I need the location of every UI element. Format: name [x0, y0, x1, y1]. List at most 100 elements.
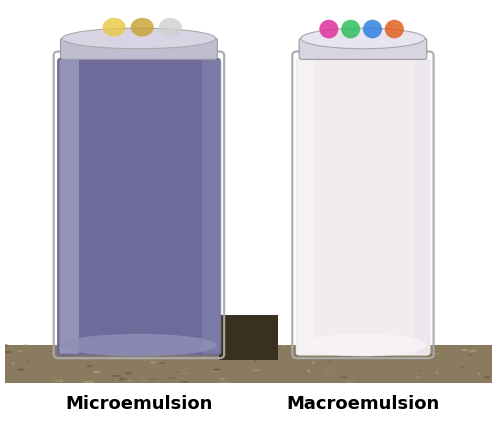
Bar [5, 345, 492, 382]
Ellipse shape [17, 350, 23, 352]
Ellipse shape [126, 380, 134, 382]
FancyBboxPatch shape [57, 58, 221, 356]
Ellipse shape [121, 345, 126, 348]
Ellipse shape [150, 361, 155, 364]
Ellipse shape [282, 345, 285, 346]
Ellipse shape [62, 28, 216, 49]
Ellipse shape [319, 20, 338, 38]
Ellipse shape [301, 28, 425, 49]
Ellipse shape [212, 371, 219, 372]
Ellipse shape [312, 361, 315, 364]
Ellipse shape [345, 380, 354, 383]
Ellipse shape [93, 371, 101, 374]
Ellipse shape [120, 377, 124, 380]
Ellipse shape [219, 378, 225, 380]
Ellipse shape [300, 351, 304, 352]
Ellipse shape [102, 18, 126, 37]
Ellipse shape [460, 366, 466, 369]
Ellipse shape [61, 334, 217, 356]
Ellipse shape [385, 20, 404, 38]
Ellipse shape [384, 357, 391, 358]
Ellipse shape [26, 361, 30, 362]
Ellipse shape [204, 356, 207, 357]
Ellipse shape [213, 368, 220, 371]
Ellipse shape [5, 359, 9, 360]
Ellipse shape [239, 356, 244, 357]
Ellipse shape [484, 376, 491, 379]
Ellipse shape [295, 347, 298, 348]
Ellipse shape [478, 373, 481, 375]
Ellipse shape [414, 377, 422, 378]
Text: Microemulsion: Microemulsion [65, 395, 213, 413]
Ellipse shape [114, 379, 119, 380]
Ellipse shape [417, 370, 421, 371]
Ellipse shape [390, 348, 395, 350]
Ellipse shape [166, 377, 175, 380]
Ellipse shape [60, 380, 63, 382]
Ellipse shape [131, 18, 154, 37]
Ellipse shape [216, 357, 221, 358]
Ellipse shape [11, 362, 15, 365]
Ellipse shape [395, 351, 404, 354]
Ellipse shape [125, 372, 132, 374]
Ellipse shape [176, 348, 181, 350]
Text: Macroemulsion: Macroemulsion [286, 395, 439, 413]
Ellipse shape [143, 360, 146, 361]
Ellipse shape [363, 20, 382, 38]
Ellipse shape [307, 369, 310, 371]
Ellipse shape [159, 363, 166, 364]
Ellipse shape [402, 349, 405, 351]
Ellipse shape [23, 345, 29, 346]
Ellipse shape [180, 381, 190, 383]
Ellipse shape [414, 347, 417, 348]
Ellipse shape [467, 354, 473, 356]
Ellipse shape [83, 381, 88, 383]
FancyBboxPatch shape [414, 60, 431, 354]
Ellipse shape [327, 381, 330, 383]
Ellipse shape [325, 370, 331, 372]
FancyBboxPatch shape [61, 38, 217, 60]
Ellipse shape [54, 381, 61, 382]
FancyBboxPatch shape [296, 58, 430, 356]
Ellipse shape [435, 371, 438, 374]
Ellipse shape [2, 344, 9, 346]
Ellipse shape [183, 346, 191, 348]
Ellipse shape [222, 345, 225, 346]
Ellipse shape [98, 355, 102, 356]
Bar [219, 315, 278, 360]
Ellipse shape [365, 373, 369, 374]
Ellipse shape [159, 18, 182, 37]
Ellipse shape [181, 373, 189, 374]
Ellipse shape [308, 371, 311, 372]
Ellipse shape [140, 380, 147, 382]
Ellipse shape [469, 350, 477, 352]
Ellipse shape [86, 365, 92, 367]
Ellipse shape [59, 355, 67, 357]
Ellipse shape [433, 353, 441, 354]
Ellipse shape [152, 361, 158, 363]
Ellipse shape [17, 368, 25, 371]
Ellipse shape [420, 357, 424, 358]
Ellipse shape [252, 370, 260, 371]
FancyBboxPatch shape [299, 38, 427, 60]
Ellipse shape [118, 378, 127, 380]
Ellipse shape [300, 334, 426, 356]
Ellipse shape [297, 346, 304, 349]
Ellipse shape [111, 375, 121, 377]
FancyBboxPatch shape [298, 60, 315, 354]
Ellipse shape [327, 360, 331, 361]
Ellipse shape [340, 376, 347, 378]
Ellipse shape [248, 356, 257, 357]
Ellipse shape [86, 380, 94, 383]
Ellipse shape [241, 345, 246, 347]
FancyBboxPatch shape [202, 60, 222, 354]
Ellipse shape [108, 359, 112, 360]
Ellipse shape [92, 348, 99, 350]
Ellipse shape [4, 351, 11, 353]
Ellipse shape [342, 367, 346, 368]
Ellipse shape [150, 378, 157, 380]
Ellipse shape [461, 349, 468, 351]
Ellipse shape [175, 371, 182, 373]
Ellipse shape [160, 353, 167, 356]
Ellipse shape [254, 359, 257, 361]
